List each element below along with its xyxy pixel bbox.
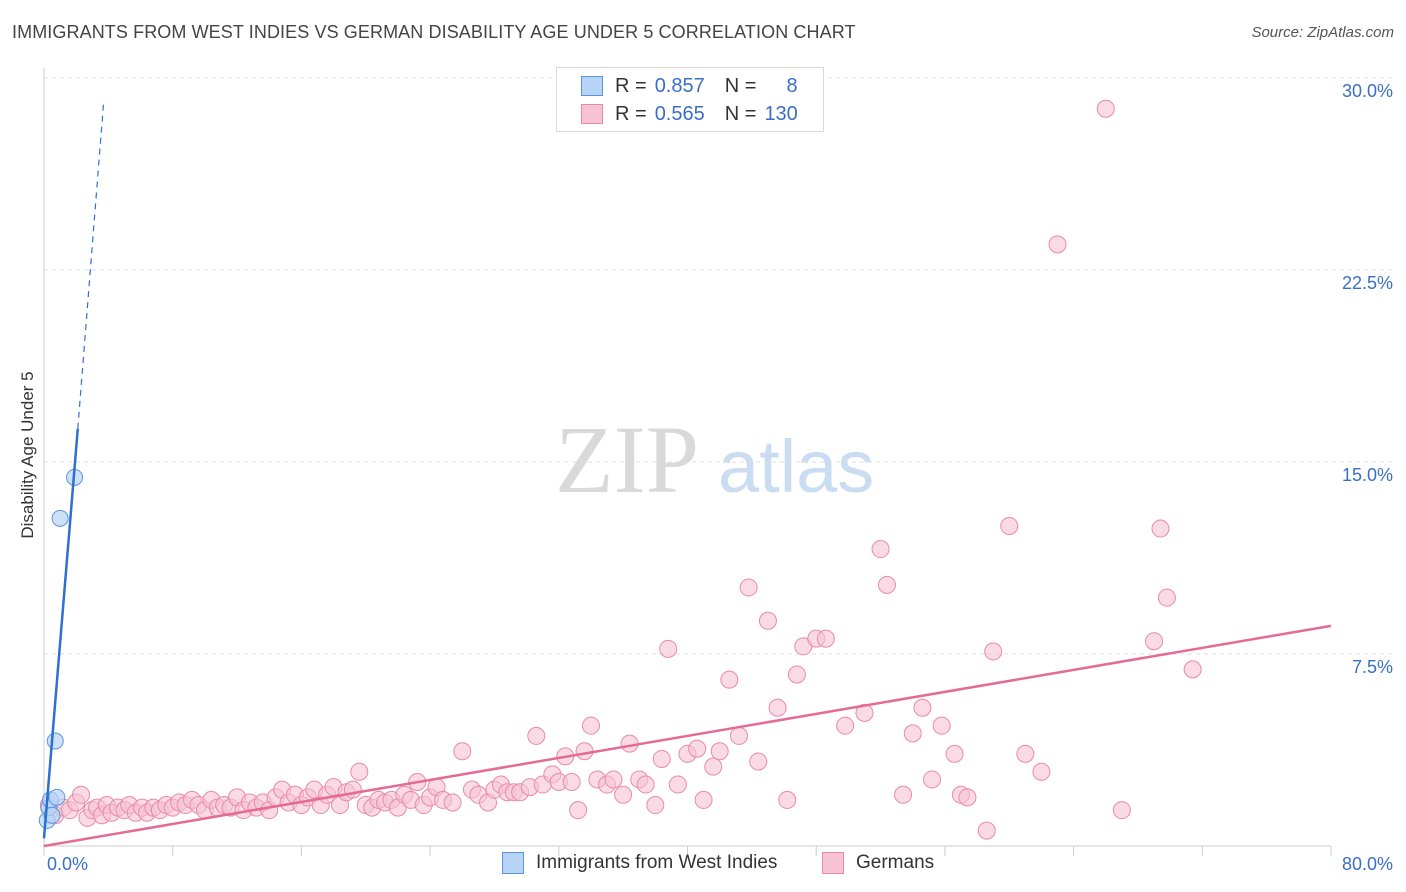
legend-n-label: N = [724, 74, 757, 97]
legend-n-value: 8 [786, 74, 798, 97]
west-indies-point [46, 732, 64, 750]
germans-point [636, 775, 655, 794]
germans-point [977, 821, 996, 840]
germans-point [729, 726, 748, 745]
legend-r-label: R = [615, 74, 647, 97]
gridlines [44, 77, 1392, 655]
germans-point [923, 770, 942, 789]
germans-point [1112, 801, 1131, 820]
germans-point [945, 744, 964, 763]
legend-row-west-indies: R = 0.857 N = 8 [581, 74, 798, 98]
germans-point [1157, 588, 1176, 607]
germans-point [877, 575, 896, 594]
germans-point [343, 780, 362, 799]
legend-label-germans: Germans [856, 852, 935, 873]
germans-point [453, 742, 472, 761]
germans-point [569, 801, 588, 820]
germans-point [688, 739, 707, 758]
legend-n-label: N = [724, 102, 757, 125]
germans-point [871, 540, 890, 559]
x-tick-label: 80.0% [1342, 854, 1393, 874]
watermark-zip: ZIP [555, 406, 699, 513]
legend-row-germans: R = 0.565 N = 130 [581, 102, 798, 126]
y-tick-label: 7.5% [1352, 657, 1393, 677]
germans-point [1145, 632, 1164, 651]
germans-point [1151, 519, 1170, 538]
germans-point [739, 578, 758, 597]
west-indies-point [51, 509, 69, 527]
germans-point [527, 726, 546, 745]
germans-point [1048, 235, 1067, 254]
germans-point [694, 790, 713, 809]
west-indies-trend-line [42, 428, 80, 839]
germans-point [836, 716, 855, 735]
germans-point [704, 757, 723, 776]
germans-point [913, 698, 932, 717]
germans-point [1183, 660, 1202, 679]
germans-point [710, 742, 729, 761]
legend-r-label: R = [615, 102, 647, 125]
x-tick-label: 0.0% [47, 854, 88, 874]
west-indies-point [43, 806, 61, 824]
germans-point [72, 785, 91, 804]
legend-swatch-blue [502, 852, 524, 874]
germans-point [443, 793, 462, 812]
germans-point [1096, 99, 1115, 118]
legend-item-west-indies: Immigrants from West Indies [502, 852, 777, 874]
germans-point [646, 796, 665, 815]
germans-point [958, 788, 977, 807]
germans-point [1032, 762, 1051, 781]
y-tick-label: 22.5% [1342, 273, 1393, 293]
germans-point [787, 665, 806, 684]
germans-trend-line [43, 624, 1332, 848]
y-tick-label: 30.0% [1342, 81, 1393, 101]
germans-point [984, 642, 1003, 661]
legend-r-value: 0.565 [654, 102, 705, 125]
legend-label-west-indies: Immigrants from West Indies [536, 852, 778, 873]
y-axis-label: Disability Age Under 5 [18, 371, 37, 539]
chart-source: Source: ZipAtlas.com [1251, 24, 1394, 41]
legend-r-value: 0.857 [654, 74, 705, 97]
germans-point [668, 775, 687, 794]
watermark-atlas: atlas [718, 425, 874, 508]
germans-point [758, 611, 777, 630]
germans-point [604, 770, 623, 789]
axes [43, 68, 1332, 856]
watermark: ZIP atlas [555, 406, 874, 513]
west-indies-trend-extension [77, 103, 105, 429]
y-tick-label: 15.0% [1342, 465, 1393, 485]
germans-point [749, 752, 768, 771]
germans-point [778, 790, 797, 809]
chart-title: IMMIGRANTS FROM WEST INDIES VS GERMAN DI… [12, 22, 856, 42]
trend-lines [42, 103, 1332, 848]
germans-point [562, 773, 581, 791]
germans-point [932, 716, 951, 735]
series-legend: Immigrants from West Indies Germans [0, 852, 1406, 878]
germans-point [720, 670, 739, 689]
germans-point [816, 629, 835, 648]
germans-point [652, 749, 671, 768]
legend-n-value: 130 [764, 102, 798, 125]
germans-point [581, 716, 600, 735]
correlation-legend: R = 0.857 N = 8 R = 0.565 N = 130 [556, 67, 824, 132]
legend-swatch-blue [581, 76, 603, 96]
germans-point [350, 762, 369, 781]
west-indies-points [38, 468, 84, 829]
tick-labels: 7.5% 15.0% 22.5% 30.0% 0.0% 80.0% [47, 81, 1393, 874]
germans-point [1016, 744, 1035, 763]
germans-point [1000, 517, 1019, 535]
germans-point [659, 639, 678, 658]
west-indies-point [48, 788, 66, 806]
legend-swatch-pink [581, 104, 603, 124]
germans-point [894, 785, 913, 804]
germans-point [768, 698, 787, 717]
germans-point [614, 785, 633, 804]
legend-swatch-pink [822, 852, 844, 874]
legend-item-germans: Germans [822, 852, 934, 874]
germans-point [903, 724, 922, 743]
